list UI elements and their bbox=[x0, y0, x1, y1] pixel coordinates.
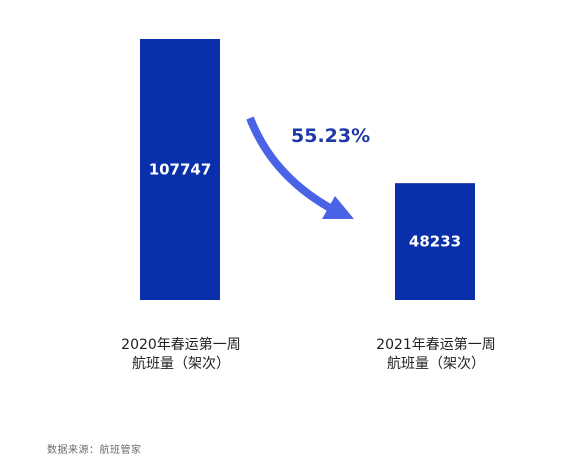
decline-percent-label: 55.23% bbox=[291, 125, 370, 147]
category-label-2021: 2021年春运第一周 航班量（架次） bbox=[346, 336, 526, 374]
category-label-2020-line2: 航班量（架次） bbox=[132, 356, 230, 372]
category-label-2021-line1: 2021年春运第一周 bbox=[376, 337, 496, 353]
bar-1 bbox=[395, 183, 475, 300]
bar-value-label-0: 107747 bbox=[149, 161, 212, 179]
category-label-2020: 2020年春运第一周 航班量（架次） bbox=[91, 336, 271, 374]
decline-arrow bbox=[246, 116, 332, 212]
category-label-2021-line2: 航班量（架次） bbox=[387, 356, 485, 372]
bar-0 bbox=[140, 39, 220, 300]
category-label-2020-line1: 2020年春运第一周 bbox=[121, 337, 241, 353]
data-source-note: 数据来源：航班管家 bbox=[47, 445, 142, 456]
decline-arrowhead bbox=[322, 196, 354, 219]
bar-value-label-1: 48233 bbox=[409, 233, 461, 251]
